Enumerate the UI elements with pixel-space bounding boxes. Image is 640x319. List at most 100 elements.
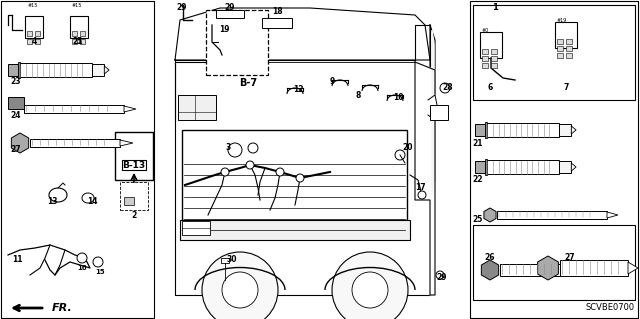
Bar: [206, 10, 268, 75]
Text: 16: 16: [77, 265, 87, 271]
Bar: [18, 62, 20, 78]
Text: #15: #15: [28, 3, 38, 8]
Text: 5: 5: [76, 38, 81, 47]
Polygon shape: [628, 262, 638, 274]
Text: 19: 19: [219, 26, 230, 34]
Bar: [557, 53, 563, 58]
Circle shape: [418, 191, 426, 199]
Text: 11: 11: [12, 256, 22, 264]
Bar: [497, 211, 607, 219]
Text: 28: 28: [443, 84, 453, 93]
Bar: [566, 39, 572, 44]
Bar: [178, 95, 216, 120]
Polygon shape: [175, 8, 430, 60]
Polygon shape: [432, 30, 434, 195]
Polygon shape: [415, 62, 435, 295]
Circle shape: [332, 252, 408, 319]
Bar: [491, 49, 497, 54]
Circle shape: [276, 168, 284, 176]
Bar: [473, 225, 635, 300]
Polygon shape: [428, 95, 438, 120]
Text: 18: 18: [272, 8, 282, 17]
Bar: [559, 161, 572, 173]
Polygon shape: [562, 266, 572, 274]
Text: 6: 6: [488, 84, 493, 93]
Text: 1: 1: [492, 3, 498, 12]
Text: 27: 27: [10, 145, 20, 154]
Text: 17: 17: [415, 183, 426, 192]
Bar: [27, 39, 32, 44]
Bar: [80, 39, 85, 44]
Text: #19: #19: [557, 18, 567, 23]
Text: 10: 10: [393, 93, 403, 102]
Circle shape: [222, 272, 258, 308]
Bar: [35, 39, 40, 44]
Bar: [25, 16, 43, 38]
Bar: [1, 1, 154, 318]
Circle shape: [440, 83, 450, 93]
Bar: [262, 18, 292, 28]
Circle shape: [395, 150, 405, 160]
Polygon shape: [175, 25, 430, 295]
Text: 27: 27: [564, 254, 575, 263]
Bar: [182, 221, 210, 235]
Bar: [216, 10, 244, 18]
Text: #15: #15: [72, 3, 83, 8]
Text: 20: 20: [403, 144, 413, 152]
Bar: [484, 159, 487, 175]
Polygon shape: [430, 25, 435, 200]
Bar: [487, 160, 559, 174]
Text: 21: 21: [73, 38, 83, 47]
Text: 12: 12: [292, 85, 303, 94]
Text: 25: 25: [472, 216, 483, 225]
Bar: [30, 139, 120, 147]
Text: 29: 29: [177, 3, 188, 12]
Bar: [124, 197, 134, 205]
Bar: [430, 105, 448, 120]
Text: 15: 15: [95, 269, 105, 275]
Circle shape: [246, 161, 254, 169]
Bar: [482, 49, 488, 54]
Text: 29: 29: [436, 273, 447, 283]
Bar: [115, 132, 153, 180]
Bar: [557, 39, 563, 44]
Text: 9: 9: [330, 78, 335, 86]
Text: 3: 3: [225, 144, 230, 152]
Bar: [182, 130, 407, 220]
Text: 7: 7: [563, 84, 569, 93]
Bar: [491, 56, 497, 61]
Circle shape: [248, 143, 258, 153]
Circle shape: [228, 143, 242, 157]
Bar: [20, 63, 92, 77]
Text: 26: 26: [484, 254, 495, 263]
Bar: [221, 258, 229, 263]
Bar: [72, 39, 77, 44]
Bar: [8, 64, 18, 76]
Bar: [80, 31, 85, 36]
Bar: [566, 53, 572, 58]
Circle shape: [93, 257, 103, 267]
Polygon shape: [572, 163, 576, 171]
Text: 14: 14: [87, 197, 97, 206]
Circle shape: [436, 271, 444, 279]
Bar: [473, 5, 635, 100]
Polygon shape: [124, 106, 136, 112]
Bar: [27, 31, 32, 36]
Text: 29: 29: [225, 3, 236, 12]
Bar: [70, 16, 88, 38]
Polygon shape: [607, 212, 618, 218]
Bar: [555, 22, 577, 48]
Polygon shape: [572, 126, 576, 134]
Text: #0: #0: [482, 28, 489, 33]
Bar: [92, 64, 104, 76]
Text: 8: 8: [355, 92, 361, 100]
Circle shape: [77, 253, 87, 263]
Text: 21: 21: [472, 138, 483, 147]
Text: 22: 22: [472, 175, 483, 184]
Text: B-7: B-7: [239, 78, 257, 88]
Bar: [180, 220, 410, 240]
Bar: [35, 31, 40, 36]
Bar: [120, 182, 148, 210]
Bar: [566, 46, 572, 51]
Text: 13: 13: [47, 197, 57, 206]
